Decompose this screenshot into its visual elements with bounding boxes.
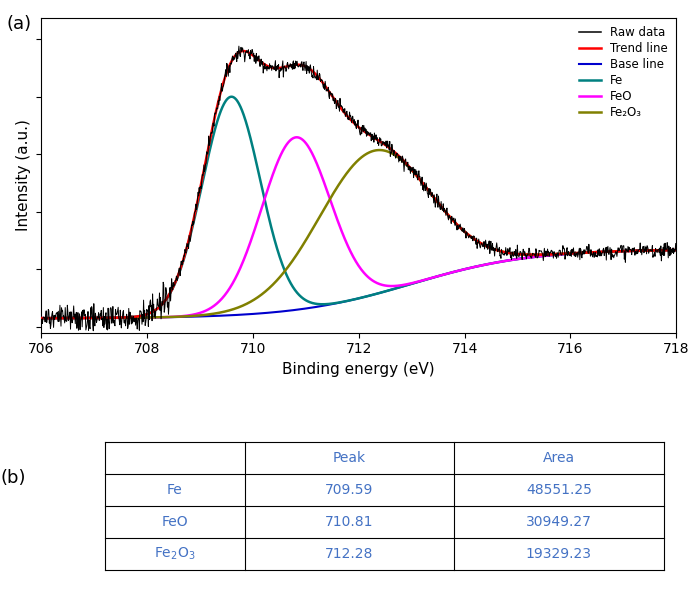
- X-axis label: Binding energy (eV): Binding energy (eV): [282, 362, 435, 377]
- Text: 709.59: 709.59: [325, 483, 373, 497]
- Text: 712.28: 712.28: [325, 547, 373, 561]
- Legend: Raw data, Trend line, Base line, Fe, FeO, Fe₂O₃: Raw data, Trend line, Base line, Fe, FeO…: [575, 21, 673, 124]
- Text: 48551.25: 48551.25: [526, 483, 592, 497]
- Text: Fe: Fe: [167, 483, 183, 497]
- Text: (a): (a): [7, 15, 32, 33]
- Text: (b): (b): [0, 469, 26, 487]
- Text: Fe$_2$O$_3$: Fe$_2$O$_3$: [154, 546, 195, 562]
- Text: 30949.27: 30949.27: [526, 515, 592, 529]
- Text: 710.81: 710.81: [325, 515, 373, 529]
- Y-axis label: Intensity (a.u.): Intensity (a.u.): [16, 119, 31, 231]
- Text: FeO: FeO: [161, 515, 188, 529]
- Text: Area: Area: [543, 451, 575, 464]
- Text: Peak: Peak: [333, 451, 366, 464]
- Text: 19329.23: 19329.23: [526, 547, 592, 561]
